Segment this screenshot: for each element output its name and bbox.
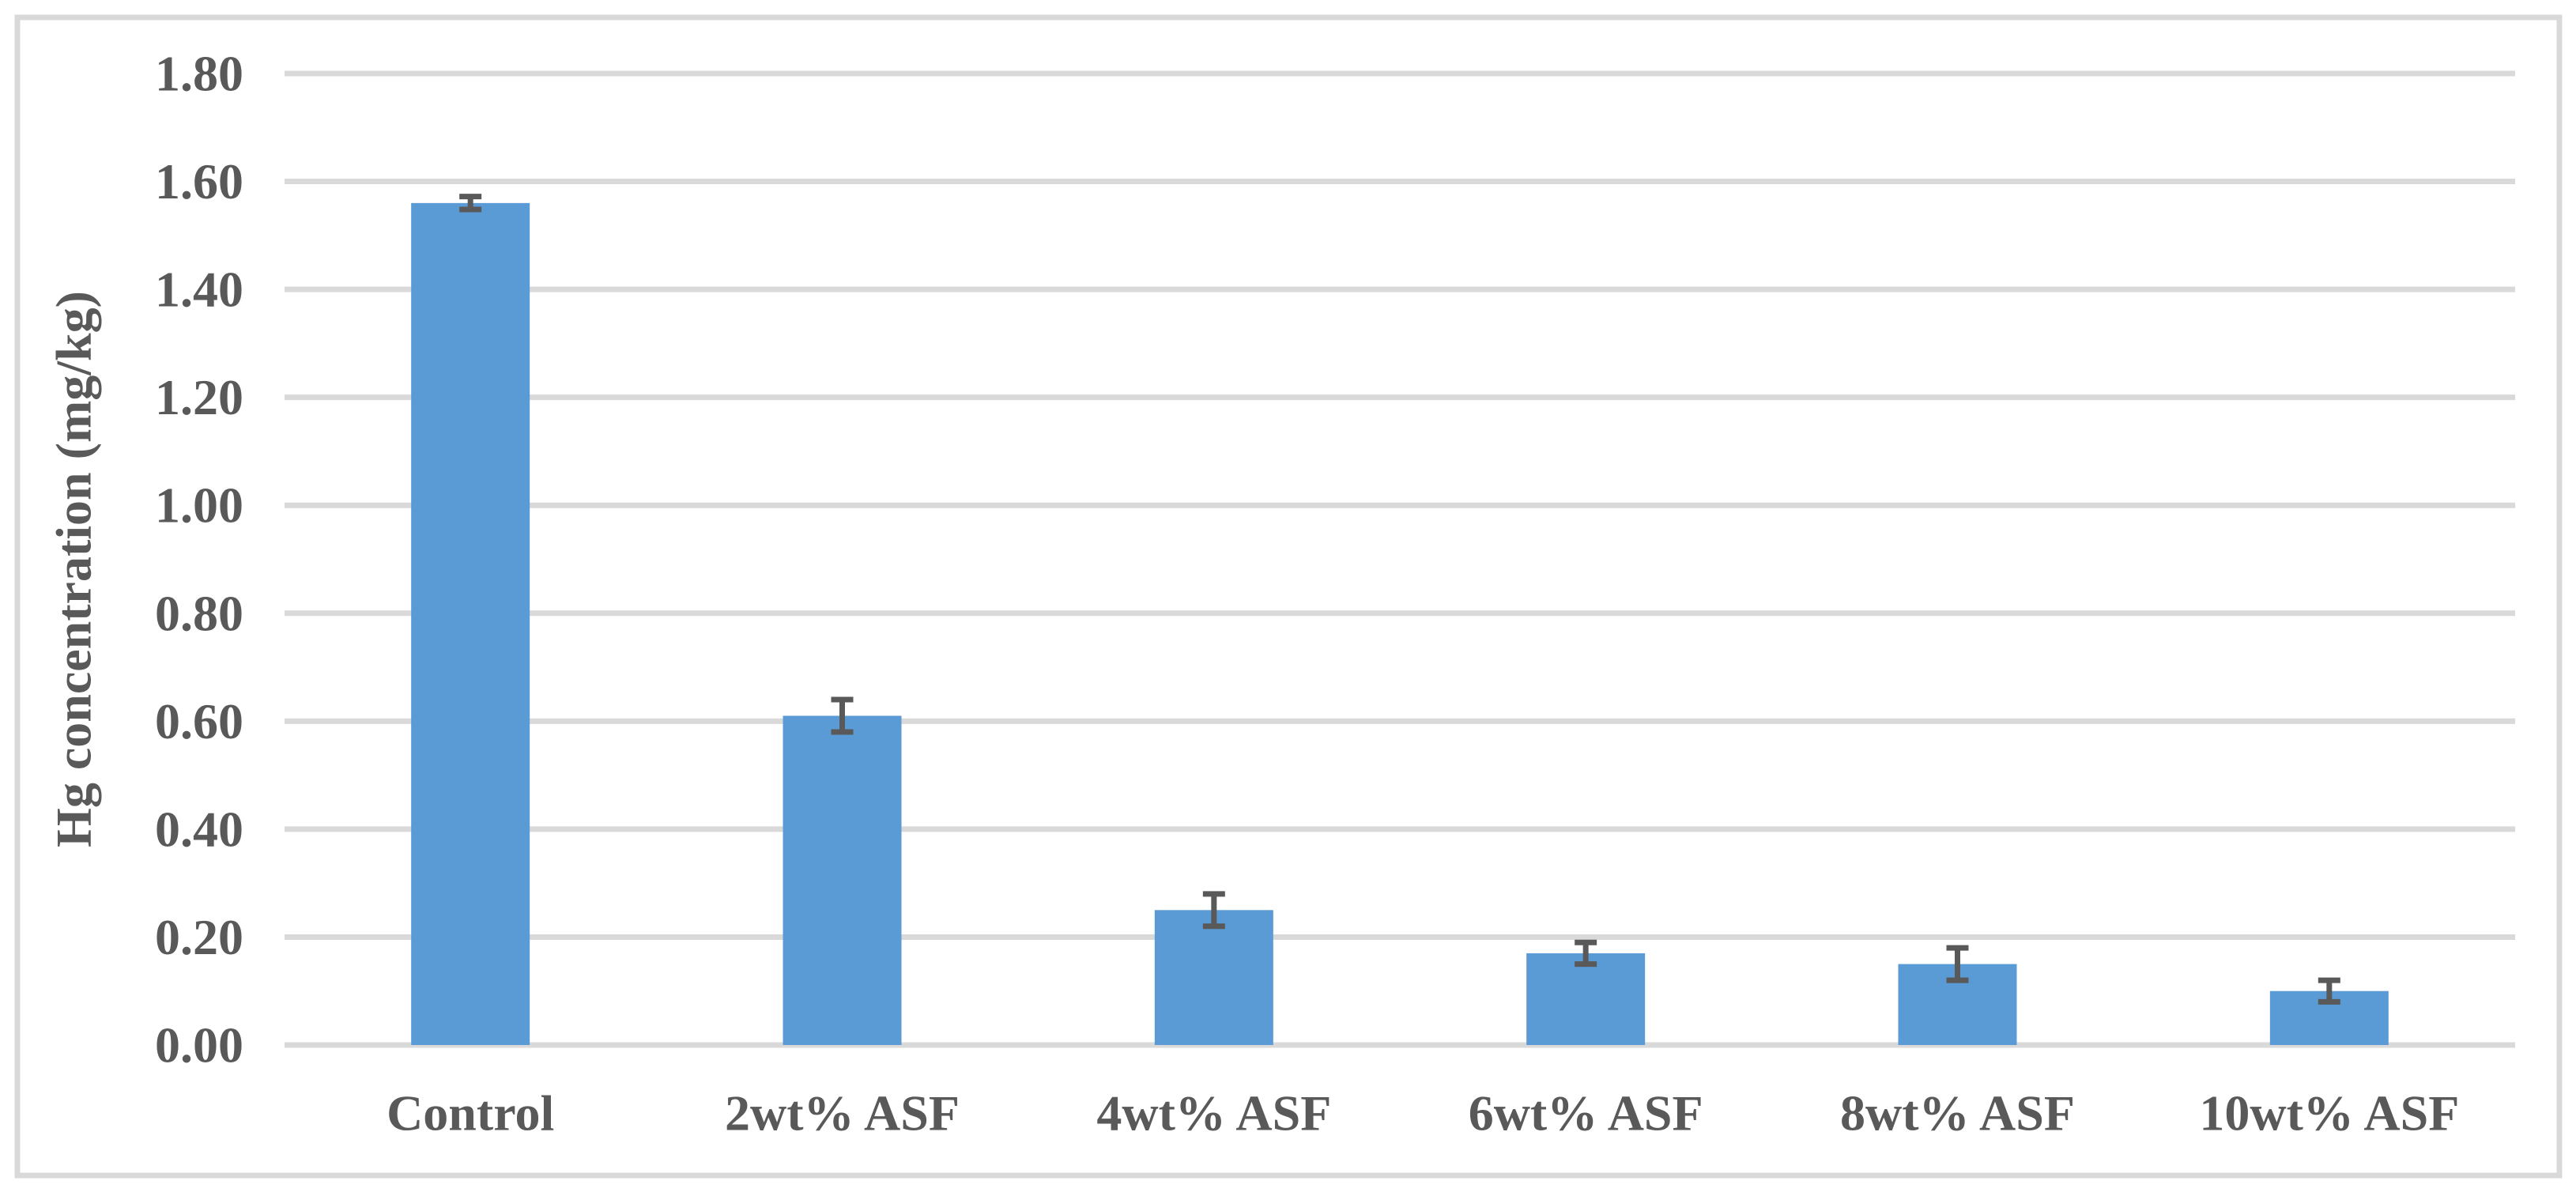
x-category-label: 8wt% ASF [1840,1085,2075,1141]
y-tick-label: 0.80 [155,585,243,641]
y-tick-label: 1.40 [155,262,243,318]
y-axis-title: Hg concentration (mg/kg) [46,291,102,847]
x-category-label: 4wt% ASF [1096,1085,1331,1141]
bars [411,202,2389,1045]
y-axis-tick-labels: 0.00 0.20 0.40 0.60 0.80 1.00 1.20 1.40 1.60 1.80 [155,46,243,1073]
bar [411,202,530,1045]
y-tick-label: 0.60 [155,693,243,749]
y-tick-label: 0.20 [155,909,243,965]
error-bars [459,194,2340,1005]
y-tick-label: 1.20 [155,369,243,425]
bar [1526,953,1646,1045]
gridlines [285,70,2515,1048]
x-category-label: Control [387,1085,554,1141]
y-tick-label: 1.60 [155,153,243,209]
y-tick-label: 0.40 [155,801,243,857]
x-category-label: 2wt% ASF [725,1085,960,1141]
bar [783,715,902,1045]
bar [1154,910,1273,1045]
y-tick-label: 1.00 [155,477,243,534]
y-tick-label: 1.80 [155,46,243,102]
x-category-label: 10wt% ASF [2199,1085,2459,1141]
x-category-label: 6wt% ASF [1469,1085,1703,1141]
y-tick-label: 0.00 [155,1017,243,1073]
x-axis-category-labels: Control 2wt% ASF 4wt% ASF 6wt% ASF 8wt% ASF 1… [387,1085,2459,1141]
figure-border [14,14,2563,1179]
